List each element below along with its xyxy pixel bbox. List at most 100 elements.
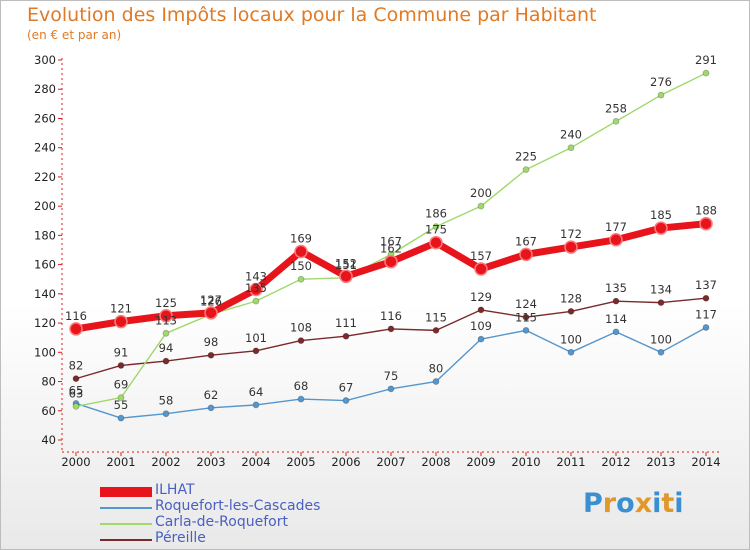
data-point [384, 254, 398, 269]
data-point [117, 362, 125, 369]
data-point [162, 329, 170, 337]
data-label: 115 [425, 310, 447, 324]
data-label: 113 [155, 313, 177, 327]
data-label: 101 [245, 331, 267, 345]
data-label: 186 [425, 207, 447, 221]
data-label: 169 [290, 231, 312, 245]
y-tick-label: 300 [34, 53, 56, 67]
data-label: 157 [470, 249, 492, 263]
logo-letter: i [674, 488, 684, 519]
x-tick-label: 2000 [61, 455, 90, 469]
proxiti-logo: Proxiti [583, 488, 684, 519]
data-label: 185 [650, 208, 672, 222]
data-label: 167 [515, 234, 537, 248]
logo-letter: x [634, 488, 653, 519]
data-point [207, 351, 215, 359]
data-point [207, 404, 215, 412]
data-point [702, 294, 710, 302]
data-label: 258 [605, 101, 627, 115]
data-point [477, 335, 485, 343]
data-label: 121 [110, 302, 132, 316]
data-point [252, 347, 260, 355]
data-point [342, 397, 350, 404]
logo-letter: i [652, 488, 662, 519]
data-label: 91 [114, 345, 129, 359]
data-label: 80 [429, 362, 444, 376]
data-label: 125 [155, 296, 177, 310]
legend-label: ILHAT [155, 482, 195, 498]
legend-swatch [100, 487, 152, 497]
data-label: 100 [650, 332, 672, 346]
data-point [432, 326, 440, 334]
data-point [567, 144, 575, 152]
data-point [69, 322, 83, 336]
data-label: 175 [425, 223, 447, 237]
legend-label: Carla-de-Roquefort [155, 514, 288, 530]
legend-swatch [100, 507, 152, 509]
data-point [252, 401, 260, 409]
data-label: 172 [560, 227, 582, 241]
data-point [519, 247, 533, 262]
data-label: 116 [65, 309, 87, 323]
logo-letter: P [583, 488, 603, 519]
y-tick-label: 260 [34, 111, 56, 125]
data-label: 124 [515, 297, 537, 311]
data-label: 188 [695, 204, 717, 218]
data-label: 109 [470, 319, 492, 333]
y-tick-label: 200 [34, 199, 56, 213]
data-label: 114 [605, 312, 627, 326]
logo-letter: o [616, 488, 635, 519]
data-label: 108 [290, 321, 312, 335]
data-label: 276 [650, 75, 672, 89]
logo-letter: t [661, 488, 675, 519]
legend-label: Roquefort-les-Cascades [155, 498, 321, 514]
data-label: 116 [380, 309, 402, 323]
data-point [522, 166, 530, 174]
data-point [567, 348, 575, 356]
y-tick-label: 100 [34, 345, 56, 359]
x-tick-label: 2003 [196, 455, 225, 469]
data-label: 152 [335, 256, 357, 270]
data-point [657, 348, 665, 356]
y-tick-label: 240 [34, 141, 56, 155]
data-label: 69 [114, 378, 129, 392]
data-point [117, 394, 125, 402]
data-label: 82 [69, 359, 84, 373]
data-label: 162 [380, 242, 402, 256]
data-label: 64 [249, 385, 264, 399]
data-label: 240 [560, 128, 582, 142]
y-tick-label: 80 [41, 375, 56, 389]
data-point [477, 306, 485, 314]
x-tick-label: 2006 [331, 455, 360, 469]
data-label: 62 [204, 388, 219, 402]
data-point [252, 297, 260, 305]
data-point [699, 216, 713, 231]
data-label: 291 [695, 53, 717, 67]
data-label: 150 [290, 259, 312, 273]
data-label: 117 [695, 307, 717, 321]
data-label: 200 [470, 186, 492, 200]
legend-label: Péreille [155, 530, 206, 546]
data-label: 111 [335, 316, 357, 330]
data-point [522, 313, 530, 321]
data-label: 143 [245, 269, 267, 283]
data-point [432, 223, 440, 231]
data-label: 98 [204, 335, 219, 349]
x-tick-label: 2012 [601, 455, 630, 469]
data-label: 75 [384, 369, 399, 383]
data-label: 177 [605, 220, 627, 234]
data-label: 135 [245, 281, 267, 295]
data-point [657, 91, 665, 99]
y-tick-label: 220 [34, 170, 56, 184]
data-label: 129 [470, 290, 492, 304]
data-label: 67 [339, 381, 354, 395]
data-label: 100 [560, 332, 582, 346]
x-tick-label: 2013 [646, 455, 675, 469]
data-point [432, 378, 440, 385]
data-label: 63 [69, 386, 84, 400]
x-tick-label: 2001 [106, 455, 135, 469]
data-point [294, 244, 308, 259]
y-tick-label: 120 [34, 316, 56, 330]
data-label: 135 [605, 281, 627, 295]
